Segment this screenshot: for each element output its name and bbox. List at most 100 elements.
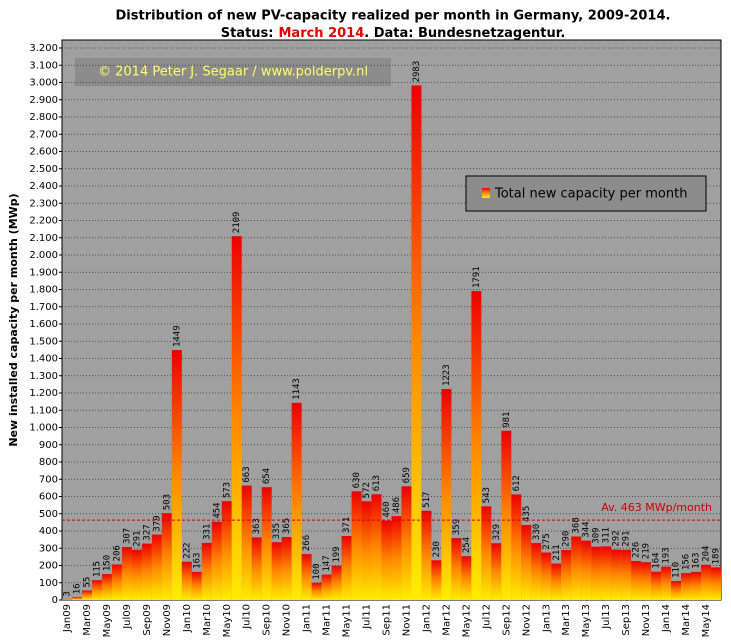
y-tick-label: 800 xyxy=(39,457,58,468)
data-label: 573 xyxy=(222,482,232,498)
data-label: 329 xyxy=(492,524,502,540)
y-tick-label: 400 xyxy=(39,526,58,537)
x-tick-label: Sep11 xyxy=(382,604,393,636)
bar xyxy=(151,534,162,600)
data-label: 115 xyxy=(92,561,102,577)
y-tick-label: 2.300 xyxy=(29,198,58,209)
legend-label: Total new capacity per month xyxy=(494,187,687,202)
data-label: 254 xyxy=(462,537,472,553)
data-label: 379 xyxy=(152,515,162,531)
bar xyxy=(681,573,692,600)
y-tick-label: 2.600 xyxy=(29,147,58,158)
x-tick-label: Jul11 xyxy=(362,604,373,630)
bar xyxy=(671,581,682,600)
bar xyxy=(411,85,422,601)
subtitle-part: March 2014 xyxy=(278,26,364,41)
bar xyxy=(641,562,652,600)
data-label: 163 xyxy=(192,553,202,569)
data-label: 147 xyxy=(322,555,332,571)
data-label: 275 xyxy=(542,533,552,549)
data-label: 189 xyxy=(712,548,722,564)
data-label: 16 xyxy=(72,583,82,594)
data-label: 327 xyxy=(142,524,152,540)
bar xyxy=(101,574,112,600)
bar xyxy=(251,537,262,600)
y-tick-label: 1.700 xyxy=(29,302,58,313)
data-label: 330 xyxy=(532,524,542,540)
data-label: 1791 xyxy=(472,266,482,288)
bar xyxy=(261,487,272,600)
x-tick-label: Sep09 xyxy=(142,604,153,636)
bar xyxy=(661,566,672,600)
y-tick-label: 1.200 xyxy=(29,388,58,399)
bar xyxy=(691,571,702,600)
data-label: 266 xyxy=(302,535,312,551)
bar xyxy=(141,543,152,600)
y-tick-label: 2.400 xyxy=(29,181,58,192)
x-tick-label: Mar11 xyxy=(322,604,333,636)
bar xyxy=(481,506,492,600)
bar xyxy=(391,516,402,600)
copyright: © 2014 Peter J. Segaar / www.polderpv.nl xyxy=(98,65,368,80)
y-tick-label: 1.800 xyxy=(29,285,58,296)
data-label: 100 xyxy=(312,563,322,579)
bar xyxy=(201,542,212,600)
y-tick-label: 3.200 xyxy=(29,43,58,54)
bar xyxy=(401,486,412,600)
data-label: 359 xyxy=(452,519,462,535)
x-tick-label: Jan14 xyxy=(661,604,672,633)
bar xyxy=(501,430,512,600)
bar xyxy=(71,597,82,600)
bar xyxy=(601,546,612,600)
x-tick-label: Jan10 xyxy=(182,604,193,633)
y-tick-label: 1.900 xyxy=(29,267,58,278)
data-label: 572 xyxy=(362,482,372,498)
x-tick-label: Nov12 xyxy=(521,604,532,636)
bar xyxy=(111,564,122,600)
data-label: 460 xyxy=(382,501,392,517)
bar xyxy=(181,561,192,600)
bar xyxy=(511,494,522,600)
y-tick-label: 2.000 xyxy=(29,250,58,261)
bar xyxy=(171,350,182,600)
y-tick-label: 1.100 xyxy=(29,405,58,416)
data-label: 2983 xyxy=(412,61,422,83)
bar xyxy=(291,402,302,600)
data-label: 230 xyxy=(432,541,442,557)
data-label: 206 xyxy=(112,545,122,561)
y-tick-label: 2.200 xyxy=(29,216,58,227)
bar xyxy=(521,524,532,600)
subtitle-part: Status: xyxy=(221,26,274,41)
data-label: 654 xyxy=(262,468,272,484)
y-tick-label: 2.900 xyxy=(29,95,58,106)
data-label: 435 xyxy=(522,506,532,522)
bar xyxy=(541,552,552,600)
bar xyxy=(381,520,392,600)
y-tick-label: 500 xyxy=(39,509,58,520)
bar xyxy=(271,542,282,600)
bar xyxy=(441,389,452,600)
data-label: 344 xyxy=(582,521,592,537)
y-tick-label: 1.600 xyxy=(29,319,58,330)
legend-swatch xyxy=(482,188,490,198)
x-tick-label: May09 xyxy=(102,604,113,637)
y-tick-label: 1.400 xyxy=(29,354,58,365)
y-tick-label: 900 xyxy=(39,440,58,451)
bar xyxy=(191,571,202,600)
chart-title: Distribution of new PV-capacity realized… xyxy=(116,9,671,24)
x-tick-label: Sep13 xyxy=(621,604,632,636)
data-label: 1143 xyxy=(292,378,302,400)
bar xyxy=(331,565,342,600)
bar xyxy=(591,546,602,600)
x-tick-label: Jan13 xyxy=(541,604,552,633)
bar xyxy=(211,521,222,600)
y-tick-label: 1.000 xyxy=(29,423,58,434)
bar xyxy=(321,574,332,600)
data-label: 311 xyxy=(602,527,612,543)
bar xyxy=(131,549,142,600)
y-tick-label: 300 xyxy=(39,543,58,554)
y-axis-label: New installed capacity per month (MWp) xyxy=(7,193,20,446)
legend-box xyxy=(465,175,707,212)
bar xyxy=(581,540,592,600)
data-label: 226 xyxy=(632,542,642,558)
